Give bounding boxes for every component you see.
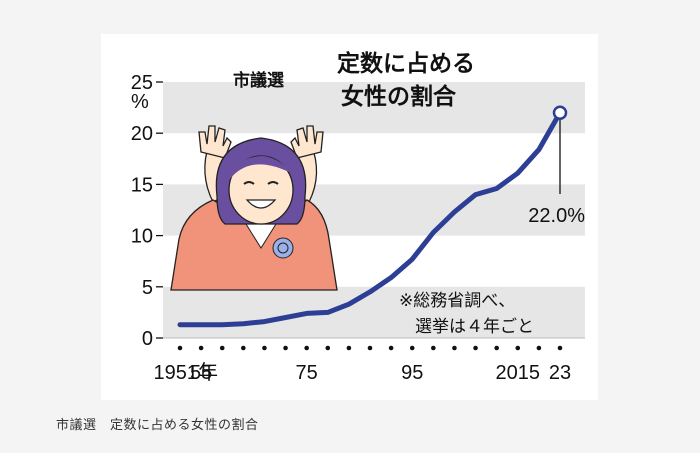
x-year-dot <box>409 345 415 351</box>
x-tick-label: 55 <box>190 362 212 384</box>
x-tick-label: 75 <box>296 362 318 384</box>
x-year-dot <box>557 345 563 351</box>
chart-title-line1: 定数に占める <box>337 50 475 77</box>
y-tick-label: 15 <box>131 174 153 196</box>
x-year-dot <box>536 345 542 351</box>
x-year-dot <box>241 345 246 351</box>
x-tick-label: 95 <box>401 362 423 384</box>
y-tick-label: 0 <box>142 328 153 350</box>
source-note-line2: 選挙は４年ごと <box>415 317 534 337</box>
figure-caption: 市議選 定数に占める女性の割合 <box>56 418 259 433</box>
highlight-point-2023 <box>552 105 568 120</box>
y-tick-label: 5 <box>142 277 153 299</box>
x-year-dot <box>198 345 204 351</box>
x-year-dot <box>388 345 394 351</box>
chart-card: 市議選 定数に占める 女性の割合 0 5 10 15 20 2 <box>101 34 598 400</box>
x-year-dot <box>515 345 521 351</box>
x-year-dot <box>325 345 331 351</box>
y-axis-ticks: 0 5 10 15 20 25 <box>131 72 163 350</box>
x-tick-label: 1951年 <box>154 361 219 384</box>
x-year-dot <box>346 345 352 351</box>
x-tick-label: 23 <box>549 362 571 384</box>
x-year-dot <box>431 345 436 351</box>
y-axis-unit: % <box>131 91 149 113</box>
source-note-line1: ※総務省調べ、 <box>399 291 515 311</box>
highlight-value-label: 22.0% <box>528 205 585 227</box>
series-line-female-share <box>177 110 563 328</box>
x-year-dot <box>367 345 373 351</box>
y-tick-label: 25 <box>131 72 153 94</box>
y-tick-label: 10 <box>131 226 153 248</box>
chart-title-line2: 女性の割合 <box>341 83 457 110</box>
x-year-dot <box>304 345 309 351</box>
x-tick-label: 2015 <box>496 362 541 384</box>
x-year-dot <box>177 345 183 351</box>
x-axis-year-dots <box>177 345 563 351</box>
grid-band <box>163 286 585 338</box>
woman-cheering-illustration <box>170 125 338 291</box>
grid-band <box>163 82 585 134</box>
x-year-dot <box>494 345 499 351</box>
chart-subtitle: 市議選 <box>233 70 284 91</box>
x-year-dot <box>219 345 225 351</box>
x-year-dot <box>262 345 267 351</box>
y-tick-label: 20 <box>131 123 153 145</box>
x-year-dot <box>473 345 478 351</box>
x-year-dot <box>283 345 288 351</box>
x-year-dot <box>452 345 457 351</box>
